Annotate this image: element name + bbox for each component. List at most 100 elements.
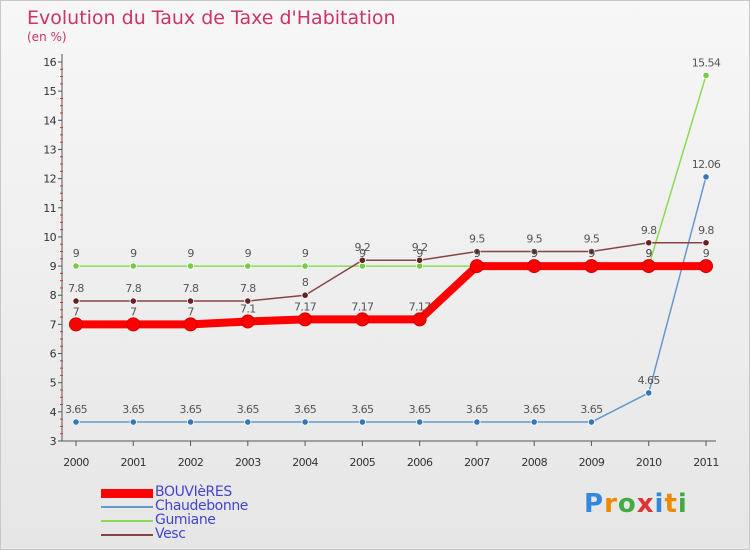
data-point (416, 256, 424, 264)
x-tick-label: 2000 (63, 456, 89, 469)
data-label: 7 (187, 305, 194, 318)
legend-swatch (101, 534, 153, 536)
data-point (129, 418, 137, 426)
x-tick-label: 2009 (579, 456, 605, 469)
data-label: 7.8 (240, 282, 256, 295)
data-label: 3.65 (580, 403, 603, 416)
y-tick-label: 4 (50, 406, 57, 419)
logo-letter: r (604, 489, 618, 519)
data-label: 3.65 (466, 403, 489, 416)
data-point (473, 418, 481, 426)
legend-label: Gumiane (155, 512, 216, 528)
data-label: 9 (474, 247, 481, 260)
data-label: 7.17 (351, 300, 374, 313)
y-tick-label: 16 (43, 56, 56, 69)
proxiti-logo: Proxiti (584, 489, 688, 519)
data-point (298, 312, 313, 327)
data-label: 9 (474, 247, 481, 260)
logo-letter: t (664, 489, 678, 519)
data-point (587, 247, 596, 256)
x-tick-label: 2002 (178, 456, 204, 469)
data-label: 7.17 (294, 300, 317, 313)
data-point (699, 259, 713, 274)
data-label: 9 (531, 247, 538, 260)
y-tick-label: 15 (43, 85, 56, 98)
legend-label: Chaudebonne (155, 498, 249, 514)
data-point (301, 262, 309, 270)
x-tick-label: 2001 (120, 456, 146, 469)
data-point (186, 297, 195, 305)
data-label: 7.8 (183, 282, 199, 295)
data-point (129, 297, 137, 305)
data-label: 9 (703, 247, 710, 260)
data-label: 7 (130, 305, 137, 318)
x-tick-label: 2003 (235, 456, 261, 469)
data-label: 7.1 (240, 302, 256, 315)
data-point (244, 262, 252, 270)
data-label: 9 (130, 247, 137, 260)
data-point (358, 418, 366, 426)
data-label: 9.5 (526, 233, 542, 246)
x-tick-label: 2007 (464, 456, 490, 469)
data-point (355, 312, 370, 327)
data-point (129, 262, 137, 270)
data-point (186, 418, 195, 426)
data-point (641, 259, 656, 274)
series-line (76, 75, 707, 267)
data-point (584, 259, 599, 274)
legend-swatch (101, 520, 153, 522)
data-label: 9 (646, 247, 653, 260)
data-label: 9 (588, 247, 595, 260)
legend-label: BOUVIèRES (155, 484, 232, 500)
x-tick-label: 2008 (521, 456, 547, 469)
data-point (702, 173, 710, 181)
legend-item: Gumiane (101, 512, 301, 529)
data-point (72, 262, 80, 270)
data-label: 9 (302, 247, 309, 260)
data-label: 7 (73, 305, 80, 318)
x-tick-label: 2011 (693, 456, 719, 469)
y-tick-label: 11 (43, 202, 56, 215)
y-tick-label: 12 (43, 173, 56, 186)
data-label: 3.65 (122, 403, 145, 416)
legend-item: BOUVIèRES (101, 484, 301, 501)
data-point (183, 317, 198, 332)
data-point (358, 256, 366, 264)
data-point (240, 314, 255, 329)
data-label: 8 (302, 276, 309, 289)
chart-subtitle: (en %) (27, 30, 67, 44)
series-line (76, 262, 706, 329)
data-label: 9 (531, 247, 538, 260)
data-label: 7.8 (68, 282, 84, 295)
data-label: 3.65 (237, 403, 260, 416)
data-point (469, 259, 484, 274)
y-tick-label: 7 (50, 318, 57, 331)
data-point (301, 291, 309, 299)
data-point (416, 418, 424, 426)
data-label: 9.2 (355, 241, 371, 254)
data-point (186, 262, 195, 270)
data-label: 7.8 (125, 282, 141, 295)
y-tick-label: 3 (50, 435, 57, 448)
data-point (530, 247, 538, 256)
logo-letter: i (654, 489, 665, 519)
data-point (126, 317, 141, 332)
data-label: 9.2 (412, 241, 428, 254)
y-tick-label: 8 (50, 289, 57, 302)
y-tick-label: 5 (50, 377, 57, 390)
logo-letter: o (617, 489, 637, 519)
series-line (76, 176, 707, 423)
y-tick-label: 14 (43, 114, 56, 127)
data-label: 9.8 (698, 224, 714, 237)
logo-letter: x (636, 489, 655, 519)
data-label: 9 (187, 247, 194, 260)
legend-label: Vesc (155, 526, 186, 542)
data-label: 4.65 (638, 374, 661, 387)
data-point (527, 259, 542, 274)
data-point (702, 239, 710, 247)
y-tick-label: 9 (50, 260, 57, 273)
data-point (473, 247, 481, 256)
data-point (69, 317, 83, 332)
